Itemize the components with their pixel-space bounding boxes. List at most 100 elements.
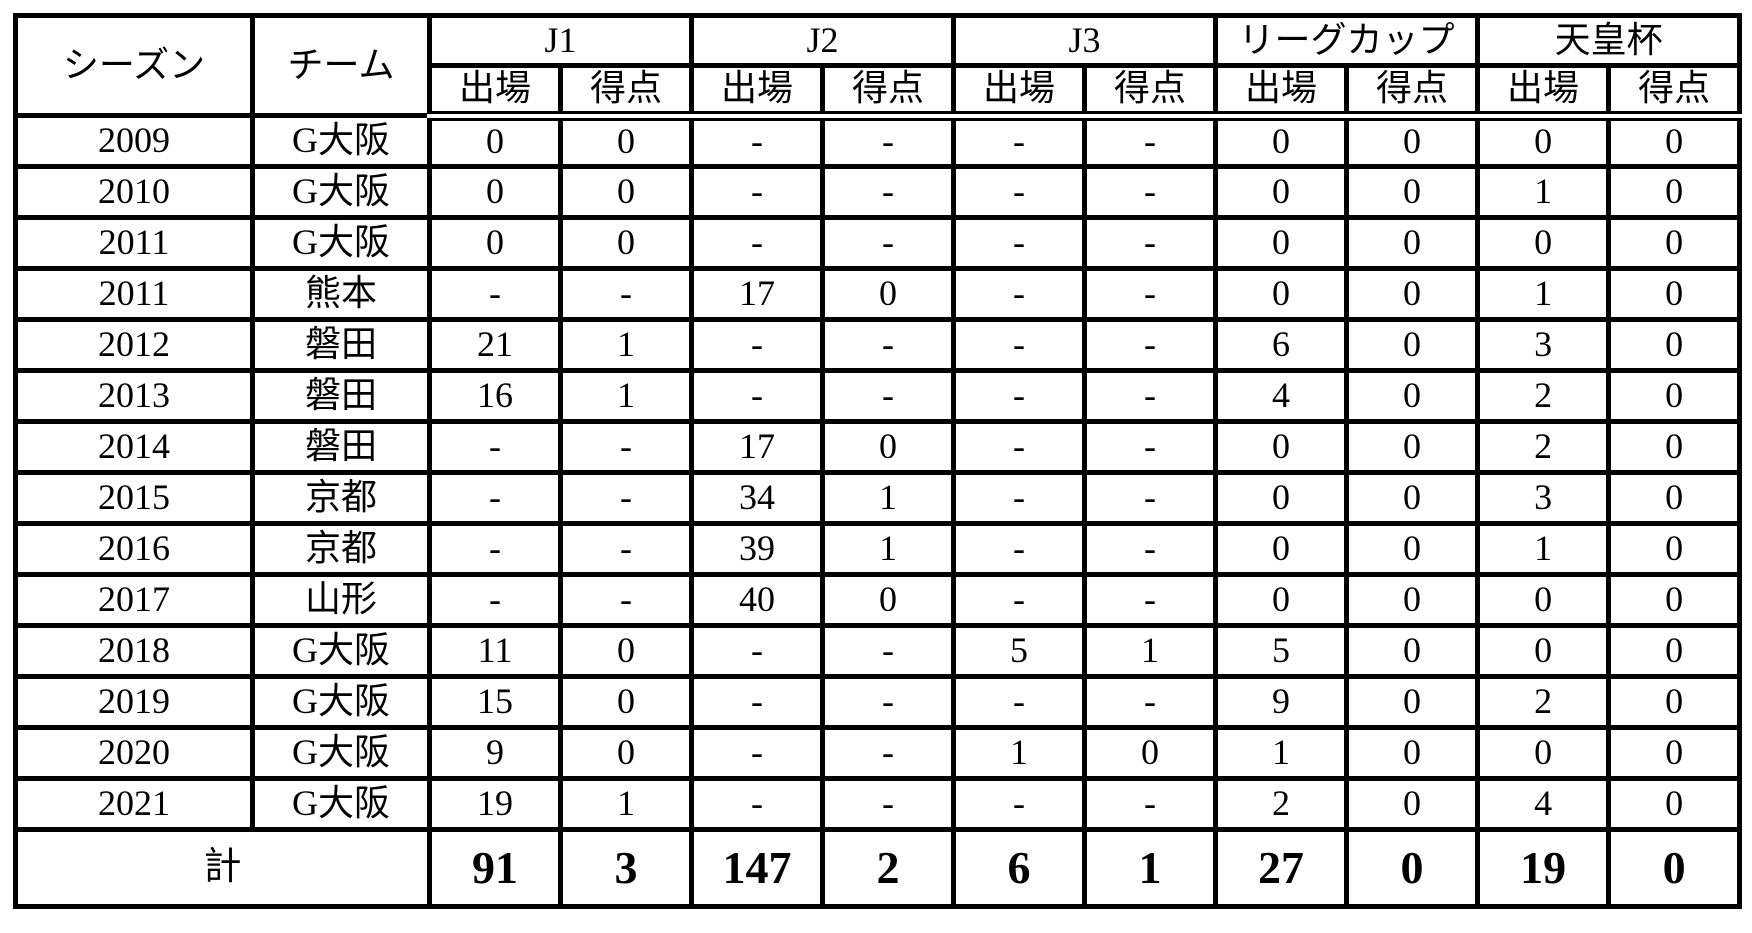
stat-cell: 3 bbox=[1475, 317, 1612, 373]
subheader-goals: 得点 bbox=[820, 63, 957, 121]
season-cell: 2013 bbox=[13, 368, 255, 424]
header-row-groups: シーズン チーム J1 J2 J3 リーグカップ 天皇杯 bbox=[13, 13, 1743, 118]
header-group-j3: J3 bbox=[951, 13, 1219, 68]
total-stat-cell: 27 bbox=[1213, 827, 1350, 909]
header-row-sub: 出場 得点 出場 得点 出場 得点 出場 得点 出場 得点 bbox=[16, 63, 1743, 121]
stat-cell: - bbox=[689, 215, 826, 271]
stat-cell: 1 bbox=[1475, 521, 1612, 577]
stat-cell: 0 bbox=[557, 674, 695, 730]
table-row: 2018 G大阪 11 0 - - 5 1 5 0 0 0 bbox=[13, 623, 1743, 679]
subheader-goals: 得点 bbox=[1606, 63, 1743, 121]
stat-cell: 0 bbox=[1606, 419, 1743, 475]
season-cell: 2016 bbox=[13, 521, 255, 577]
stat-cell: - bbox=[820, 215, 957, 271]
stat-cell: 0 bbox=[1475, 572, 1612, 628]
stat-cell: 0 bbox=[1344, 113, 1481, 169]
stat-cell: 0 bbox=[820, 572, 957, 628]
table-row: 2020 G大阪 9 0 - - 1 0 1 0 0 0 bbox=[13, 725, 1743, 781]
stat-cell: 0 bbox=[1606, 113, 1743, 169]
stat-cell: - bbox=[689, 164, 826, 220]
table-row: 2013 磐田 16 1 - - - - 4 0 2 0 bbox=[13, 368, 1743, 424]
table-row: 2014 磐田 - - 17 0 - - 0 0 2 0 bbox=[13, 419, 1743, 475]
season-cell: 2019 bbox=[13, 674, 255, 730]
total-stat-cell: 6 bbox=[951, 827, 1088, 909]
team-cell: 山形 bbox=[250, 572, 432, 628]
stat-cell: 0 bbox=[1475, 623, 1612, 679]
stat-cell: - bbox=[689, 317, 826, 373]
stat-cell: 0 bbox=[1213, 521, 1350, 577]
season-cell: 2017 bbox=[13, 572, 255, 628]
stat-cell: 0 bbox=[1344, 623, 1481, 679]
stat-cell: 0 bbox=[557, 113, 695, 169]
stat-cell: 0 bbox=[1213, 572, 1350, 628]
stat-cell: 0 bbox=[1213, 113, 1350, 169]
total-stat-cell: 1 bbox=[1082, 827, 1219, 909]
stat-cell: 0 bbox=[1213, 470, 1350, 526]
stat-cell: 39 bbox=[689, 521, 826, 577]
stat-cell: 0 bbox=[427, 113, 563, 169]
season-cell: 2012 bbox=[13, 317, 255, 373]
stat-cell: 6 bbox=[1213, 317, 1350, 373]
stat-cell: 4 bbox=[1213, 368, 1350, 424]
stat-cell: 0 bbox=[557, 725, 695, 781]
stat-cell: 0 bbox=[427, 215, 563, 271]
subheader-appearances: 出場 bbox=[1213, 63, 1350, 121]
table-row: 2009 G大阪 0 0 - - - - 0 0 0 0 bbox=[13, 113, 1743, 169]
stat-cell: - bbox=[1082, 674, 1219, 730]
stat-cell: 0 bbox=[557, 215, 695, 271]
season-cell: 2011 bbox=[13, 215, 255, 271]
stat-cell: - bbox=[820, 317, 957, 373]
stat-cell: - bbox=[820, 113, 957, 169]
total-row: 計 91 3 147 2 6 1 27 0 19 0 bbox=[13, 827, 1743, 909]
table-row: 2019 G大阪 15 0 - - - - 9 0 2 0 bbox=[13, 674, 1743, 730]
subheader-goals: 得点 bbox=[557, 63, 695, 121]
stat-cell: 1 bbox=[1213, 725, 1350, 781]
stat-cell: 0 bbox=[1606, 623, 1743, 679]
stat-cell: 0 bbox=[1606, 317, 1743, 373]
stat-cell: 0 bbox=[1344, 572, 1481, 628]
stat-cell: 1 bbox=[557, 776, 695, 832]
header-group-league-cup: リーグカップ bbox=[1213, 13, 1481, 68]
stat-cell: 1 bbox=[557, 368, 695, 424]
stat-cell: - bbox=[1082, 266, 1219, 322]
stat-cell: 5 bbox=[1213, 623, 1350, 679]
stat-cell: 19 bbox=[427, 776, 563, 832]
season-cell: 2015 bbox=[13, 470, 255, 526]
stat-cell: 0 bbox=[1213, 164, 1350, 220]
stat-cell: 5 bbox=[951, 623, 1088, 679]
stat-cell: 9 bbox=[427, 725, 563, 781]
team-cell: 京都 bbox=[250, 470, 432, 526]
stat-cell: - bbox=[689, 113, 826, 169]
header-group-j2: J2 bbox=[689, 13, 957, 68]
total-stat-cell: 91 bbox=[427, 827, 563, 909]
team-cell: 京都 bbox=[250, 521, 432, 577]
stat-cell: 0 bbox=[1606, 776, 1743, 832]
table-row: 2015 京都 - - 34 1 - - 0 0 3 0 bbox=[13, 470, 1743, 526]
table-row: 2017 山形 - - 40 0 - - 0 0 0 0 bbox=[13, 572, 1743, 628]
stat-cell: - bbox=[427, 266, 563, 322]
team-cell: G大阪 bbox=[250, 674, 432, 730]
stat-cell: - bbox=[427, 521, 563, 577]
stat-cell: - bbox=[557, 572, 695, 628]
stat-cell: - bbox=[951, 215, 1088, 271]
stat-cell: 0 bbox=[1213, 419, 1350, 475]
header-team: チーム bbox=[250, 13, 432, 118]
stat-cell: 0 bbox=[1606, 215, 1743, 271]
total-label-cell: 計 bbox=[13, 827, 432, 909]
stat-cell: 3 bbox=[1475, 470, 1612, 526]
stat-cell: - bbox=[689, 725, 826, 781]
stat-cell: - bbox=[820, 164, 957, 220]
stat-cell: 0 bbox=[557, 164, 695, 220]
stat-cell: 0 bbox=[1344, 266, 1481, 322]
stat-cell: - bbox=[820, 674, 957, 730]
stat-cell: - bbox=[820, 368, 957, 424]
team-cell: G大阪 bbox=[250, 164, 432, 220]
stat-cell: 0 bbox=[1344, 317, 1481, 373]
stat-cell: - bbox=[1082, 164, 1219, 220]
stat-cell: 0 bbox=[1606, 725, 1743, 781]
stat-cell: - bbox=[951, 521, 1088, 577]
table-row: 2011 熊本 - - 17 0 - - 0 0 1 0 bbox=[13, 266, 1743, 322]
stat-cell: - bbox=[557, 521, 695, 577]
stat-cell: 0 bbox=[1606, 266, 1743, 322]
stat-cell: 1 bbox=[557, 317, 695, 373]
